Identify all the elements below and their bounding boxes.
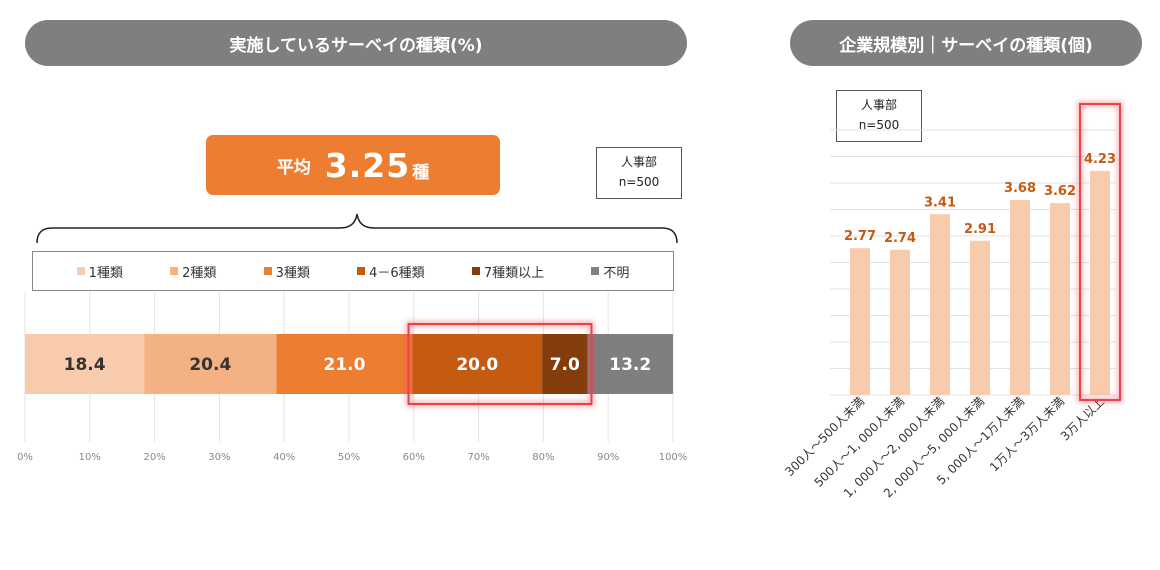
legend-item-1: 1種類: [76, 262, 123, 281]
legend-item-3: 3種類: [263, 262, 310, 281]
left-x-tick: 70%: [467, 452, 489, 463]
left-chart-highlight: [406, 321, 594, 407]
right-highlight-frame: [1079, 103, 1121, 401]
left-chart-bars: 18.4 20.4 21.0 20.0 7.0 13.2: [25, 334, 673, 394]
average-unit: 種: [412, 162, 430, 183]
legend-item-5: 7種類以上: [471, 262, 545, 281]
left-bar-label-4: 20.0: [456, 355, 498, 375]
legend-swatch-1: [76, 267, 85, 275]
right-chart-highlight: [1077, 101, 1123, 403]
left-bar-segment-6: [587, 334, 673, 394]
right-bar-value-4: 2.91: [964, 222, 996, 237]
left-bar-label-5: 7.0: [550, 355, 580, 375]
legend-label-4: 4－6種類: [369, 265, 425, 281]
left-bar-segment-3: [276, 334, 413, 394]
right-bar-1: [850, 248, 870, 395]
right-sample-note: 人事部 n=500: [836, 90, 922, 142]
legend-swatch-6: [591, 267, 600, 275]
left-x-tick: 40%: [273, 452, 295, 463]
left-highlight-frame: [407, 323, 593, 405]
average-value: 3.25: [324, 145, 411, 185]
left-x-tick: 50%: [338, 452, 360, 463]
legend-swatch-2: [170, 267, 179, 275]
average-callout: 平均 3.25 種: [206, 135, 500, 195]
right-bar-3: [930, 214, 950, 395]
right-bar-value-5: 3.68: [1004, 181, 1036, 196]
right-sample-size: n=500: [858, 118, 900, 132]
left-x-tick: 80%: [532, 452, 554, 463]
left-x-tick: 20%: [143, 452, 165, 463]
legend-label-6: 不明: [603, 265, 630, 281]
legend-label-1: 1種類: [88, 265, 123, 281]
left-bar-segment-2: [144, 334, 277, 394]
right-chart-title: 企業規模別｜サーベイの種類(個): [790, 20, 1142, 66]
average-brace: [36, 213, 678, 244]
right-bar-value-7: 4.23: [1084, 152, 1116, 167]
legend-swatch-3: [263, 267, 272, 275]
left-bar-segment-5: [542, 334, 588, 394]
legend-swatch-5: [471, 267, 480, 275]
right-chart-value-labels: 2.77 2.74 3.41 2.91 3.68 3.62 4.23: [844, 152, 1116, 246]
legend-label-5: 7種類以上: [483, 265, 545, 281]
left-chart-x-ticks: 0% 10% 20% 30% 40% 50% 60% 70% 80% 90% 100%: [17, 452, 687, 463]
right-chart-bars: [850, 170, 1110, 395]
right-bar-value-2: 2.74: [884, 231, 916, 246]
left-chart-title: 実施しているサーベイの種類(%): [25, 20, 687, 66]
right-bar-value-1: 2.77: [844, 229, 876, 244]
left-x-tick: 90%: [597, 452, 619, 463]
left-bar-label-2: 20.4: [189, 355, 231, 375]
left-bar-segment-4: [412, 334, 543, 394]
right-bar-6: [1050, 203, 1070, 395]
right-bar-value-6: 3.62: [1044, 184, 1076, 199]
right-sample-dept: 人事部: [860, 98, 897, 112]
left-x-tick: 60%: [403, 452, 425, 463]
right-category-label-6: 1万人～3万人未満: [987, 394, 1067, 474]
right-bar-5: [1010, 199, 1030, 395]
left-x-tick: 0%: [17, 452, 33, 463]
left-bar-segment-1: [25, 334, 145, 394]
right-bar-7: [1090, 170, 1110, 395]
legend-item-2: 2種類: [170, 262, 216, 281]
legend-label-3: 3種類: [275, 265, 310, 281]
left-x-tick: 30%: [208, 452, 230, 463]
legend-item-6: 不明: [591, 262, 629, 281]
right-bar-value-3: 3.41: [924, 195, 956, 210]
left-chart-legend: 1種類 2種類 3種類 4－6種類 7種類以上 不明: [32, 251, 674, 291]
legend-swatch-4: [357, 267, 366, 275]
right-bar-2: [890, 249, 910, 395]
left-sample-note: 人事部 n=500: [596, 147, 682, 199]
left-sample-size: n=500: [618, 175, 660, 189]
left-bar-label-1: 18.4: [64, 355, 106, 375]
right-bar-4: [970, 240, 990, 395]
left-x-tick: 100%: [659, 452, 688, 463]
left-bar-label-6: 13.2: [609, 355, 651, 375]
left-x-tick: 10%: [79, 452, 101, 463]
left-chart-grid: [24, 292, 674, 442]
legend-label-2: 2種類: [182, 265, 217, 281]
left-bar-label-3: 21.0: [323, 355, 365, 375]
left-sample-dept: 人事部: [620, 155, 657, 169]
average-label: 平均: [276, 157, 311, 178]
legend-item-4: 4－6種類: [357, 262, 425, 281]
